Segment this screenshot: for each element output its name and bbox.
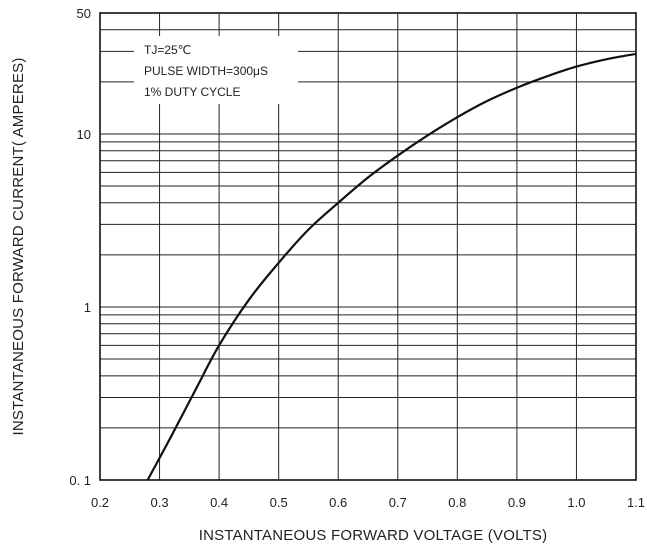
y-tick-label: 10 [77, 127, 91, 142]
y-tick-labels: 0. 1 1 10 50 [69, 6, 91, 488]
x-tick-label: 1.0 [567, 495, 585, 510]
x-tick-label: 0.6 [329, 495, 347, 510]
x-tick-label: 0.4 [210, 495, 228, 510]
y-axis-title: INSTANTANEOUS FORWARD CURRENT( AMPERES) [10, 57, 27, 435]
annotation-box [134, 36, 298, 104]
x-tick-label: 0.5 [270, 495, 288, 510]
x-tick-label: 0.3 [151, 495, 169, 510]
x-tick-label: 0.8 [448, 495, 466, 510]
x-tick-labels: 0.2 0.3 0.4 0.5 0.6 0.7 0.8 0.9 1.0 1.1 [91, 495, 645, 510]
x-axis-title: INSTANTANEOUS FORWARD VOLTAGE (VOLTS) [199, 527, 548, 544]
grid-lines [99, 12, 637, 481]
x-tick-label: 0.2 [91, 495, 109, 510]
x-tick-label: 1.1 [627, 495, 645, 510]
annotation-duty-cycle: 1% DUTY CYCLE [144, 85, 240, 99]
y-tick-label: 0. 1 [69, 473, 91, 488]
annotation-temperature: TJ=25℃ [144, 43, 191, 57]
y-tick-label: 50 [77, 6, 91, 21]
x-tick-label: 0.9 [508, 495, 526, 510]
y-tick-label: 1 [84, 300, 91, 315]
annotation-pulse-width: PULSE WIDTH=300μS [144, 64, 268, 78]
data-series-line [146, 52, 637, 481]
x-tick-label: 0.7 [389, 495, 407, 510]
plot-frame [99, 12, 637, 481]
